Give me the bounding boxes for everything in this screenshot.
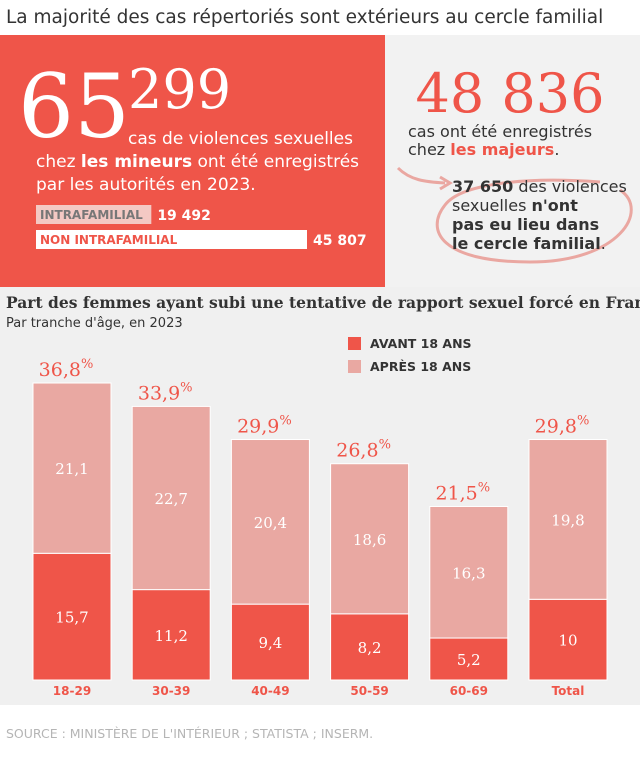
bar-segment — [230, 439, 310, 605]
source: SOURCE : MINISTÈRE DE L'INTÉRIEUR ; STAT… — [6, 726, 373, 741]
segment-label: 9,4 — [258, 634, 282, 652]
minors-figure-lead: 65 — [18, 55, 130, 158]
bar — [36, 205, 152, 224]
total-value: 21,5 — [435, 482, 477, 504]
legend-label: AVANT 18 ANS — [370, 336, 472, 351]
bar-label: NON INTRAFAMILIAL — [40, 233, 178, 247]
bar-segment — [429, 637, 509, 681]
majors-text: cas ont été enregistrés — [408, 122, 592, 141]
note-text: pas eu lieu dans — [452, 215, 599, 234]
x-tick-label: 50-59 — [350, 684, 388, 698]
total-unit: % — [81, 357, 93, 372]
total-label: 36,8% — [39, 357, 94, 381]
total-unit: % — [180, 380, 192, 395]
legend-swatch — [348, 360, 361, 373]
arrow-head — [439, 175, 453, 191]
text-emphasis: le cercle familial — [452, 234, 601, 253]
majors-panel — [385, 35, 640, 287]
segment-label: 11,2 — [154, 627, 187, 645]
text-part: ont été enregistrés — [192, 152, 359, 172]
total-unit: % — [379, 438, 391, 453]
total-value: 29,8 — [535, 416, 577, 438]
text-part: des violences — [513, 177, 627, 196]
total-label: 26,8% — [336, 438, 391, 462]
segment-label: 15,7 — [55, 609, 88, 627]
chart-title: Part des femmes ayant subi une tentative… — [6, 293, 640, 312]
x-tick-label: 40-49 — [251, 684, 289, 698]
bar-segment — [32, 382, 112, 554]
total-value: 36,8 — [39, 359, 81, 381]
majors-figure: 48 836 — [416, 62, 605, 125]
segment-label: 10 — [558, 632, 577, 650]
arrow — [396, 166, 446, 185]
segment-label: 8,2 — [358, 639, 382, 657]
total-label: 29,9% — [237, 414, 292, 438]
value-label: 45 807 — [313, 233, 367, 249]
majors-text: chez les majeurs. — [408, 140, 559, 159]
text-emphasis: 37 650 — [452, 177, 513, 196]
segment-label: 16,3 — [452, 564, 485, 582]
bar-segment — [131, 405, 211, 591]
segment-label: 22,7 — [154, 490, 187, 508]
segment-label: 20,4 — [254, 514, 287, 532]
bar-segment — [330, 613, 410, 681]
minors-text: cas de violences sexuelles — [128, 129, 353, 149]
text-part: . — [554, 140, 559, 159]
bar — [36, 230, 307, 249]
minors-figure-tail: 299 — [128, 58, 231, 121]
bar-segment — [32, 552, 112, 681]
total-value: 33,9 — [138, 382, 180, 404]
segment-label: 19,8 — [551, 511, 584, 529]
note-text: le cercle familial. — [452, 234, 606, 253]
total-label: 33,9% — [138, 380, 193, 404]
segment-label: 5,2 — [457, 651, 481, 669]
note-text: 37 650 des violences — [452, 177, 627, 196]
legend-swatch — [348, 337, 361, 350]
text-part: . — [601, 234, 606, 253]
x-tick-label: 30-39 — [152, 684, 190, 698]
total-unit: % — [577, 414, 589, 429]
x-tick-label: Total — [552, 684, 585, 698]
bar-label: INTRAFAMILIAL — [40, 208, 143, 222]
x-tick-label: 60-69 — [450, 684, 488, 698]
bar-segment — [131, 589, 211, 681]
bar-segment — [230, 603, 310, 681]
total-label: 21,5% — [435, 480, 490, 504]
highlight-circle — [435, 178, 633, 264]
text-emphasis: les majeurs — [450, 140, 554, 159]
bar-segment — [528, 598, 608, 681]
minors-text: par les autorités en 2023. — [36, 175, 256, 195]
bar-segment — [330, 463, 410, 615]
segment-label: 21,1 — [55, 460, 88, 478]
text-emphasis: n'ont — [532, 196, 579, 215]
total-value: 26,8 — [336, 440, 378, 462]
value-label: 19 492 — [157, 208, 211, 224]
segment-label: 18,6 — [353, 531, 386, 549]
text-part: chez — [36, 152, 81, 172]
note-text: sexuelles n'ont — [452, 196, 578, 215]
minors-text: chez les mineurs ont été enregistrés — [36, 152, 359, 172]
legend-label: APRÈS 18 ANS — [370, 359, 471, 374]
text-part: chez — [408, 140, 450, 159]
total-value: 29,9 — [237, 416, 279, 438]
total-unit: % — [478, 480, 490, 495]
page-title: La majorité des cas répertoriés sont ext… — [6, 7, 603, 28]
text-part: sexuelles — [452, 196, 532, 215]
total-label: 29,8% — [535, 414, 590, 438]
x-tick-label: 18-29 — [53, 684, 91, 698]
chart-subtitle: Par tranche d'âge, en 2023 — [6, 316, 183, 331]
bar-segment — [429, 505, 509, 639]
text-emphasis: les mineurs — [81, 152, 192, 172]
total-unit: % — [279, 414, 291, 429]
bar-segment — [528, 439, 608, 600]
